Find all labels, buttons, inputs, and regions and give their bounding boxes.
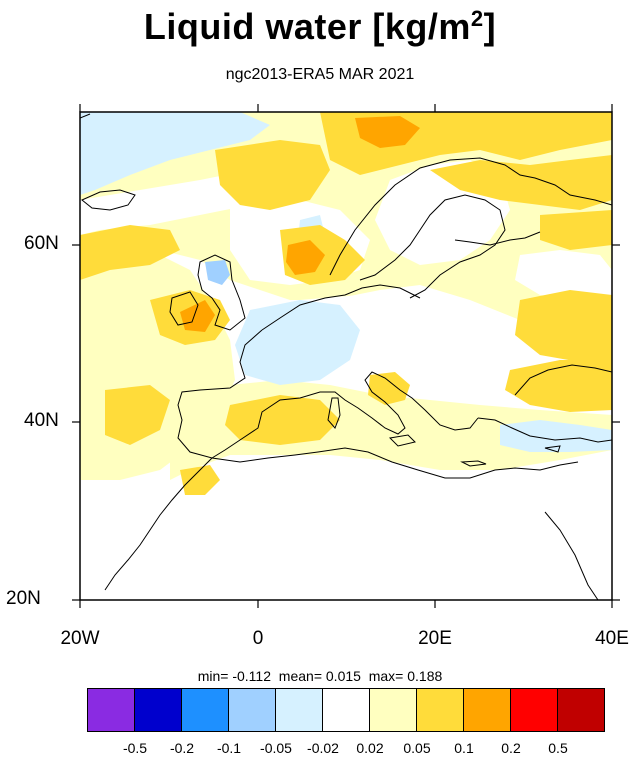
coast-sweden-baltic (359, 194, 506, 299)
coast-continent-west (261, 284, 421, 331)
lat-label-20n: 20N (6, 588, 41, 609)
field-yellow-atlantic-west (80, 225, 180, 280)
lon-label-20e: 20E (418, 628, 452, 649)
lon-label-20w: 20W (60, 628, 100, 649)
coast-sardinia-corsica (327, 397, 341, 429)
field-yellow-barents (430, 155, 612, 210)
coast-crete (460, 460, 487, 467)
coast-sicily (388, 434, 416, 447)
colorbar-box (134, 688, 182, 732)
coast-ireland (169, 291, 199, 326)
coast-west-africa (104, 457, 213, 591)
field-orange-north-sea (286, 240, 325, 275)
colorbar-box (510, 688, 558, 732)
field-blue-light-nw (80, 112, 270, 195)
map-title: Liquid water [kg/m2] (143, 6, 497, 47)
coast-black-sea (514, 364, 612, 396)
colorbar (87, 688, 605, 732)
colorbar-label: -0.1 (216, 740, 242, 756)
colorbar-box (557, 688, 605, 732)
field-orange-arctic (355, 116, 420, 148)
field-yellow-russia (515, 290, 612, 362)
coast-uk (197, 254, 246, 331)
map-frame (79, 111, 613, 601)
colorbar-label: 0.02 (356, 740, 384, 756)
field-yellow-norwegian-sea (215, 140, 330, 210)
lon-label-0: 0 (252, 628, 264, 649)
coast-finland-gulf (454, 231, 541, 246)
colorbar-box (228, 688, 276, 732)
colorbar-label: -0.5 (122, 740, 148, 756)
coast-svalbard (80, 113, 91, 119)
colorbar-label: 0.5 (548, 740, 568, 756)
colorbar-labels: -0.5 -0.2 -0.1 -0.05 -0.02 0.02 0.05 0.1 0.2 0.5 (0, 740, 640, 760)
field-yellow-black-sea (505, 360, 612, 412)
stats-line: min= -0.112 mean= 0.015 max= 0.188 (197, 668, 443, 684)
colorbar-label: 0.05 (403, 740, 431, 756)
lon-label-40e: 40E (595, 628, 629, 649)
field-white-east (515, 250, 612, 300)
field-blue-light-france (235, 300, 360, 385)
colorbar-label: -0.2 (169, 740, 195, 756)
axis-ticks (72, 104, 620, 608)
field-yellow-north-africa (225, 395, 340, 445)
field-yellow-east-russia (540, 210, 612, 250)
map-subtitle: ngc2013-ERA5 MAR 2021 (225, 66, 415, 83)
field-blue-light-turkey (500, 420, 612, 452)
coast-cyprus (544, 445, 561, 453)
colorbar-label: 0.2 (501, 740, 521, 756)
colorbar-label: -0.02 (307, 740, 339, 756)
field-orange-ireland (180, 300, 215, 332)
lat-label-60n: 60N (24, 233, 59, 254)
colorbar-box (87, 688, 135, 732)
colorbar-box (463, 688, 511, 732)
coast-scandinavia (329, 157, 612, 276)
coast-france-iberia (177, 329, 479, 459)
coast-north-africa (211, 447, 579, 479)
colorbar-box (181, 688, 229, 732)
coast-balkans-turkey (477, 417, 612, 443)
colorbar-label: 0.1 (454, 740, 474, 756)
colorbar-box (275, 688, 323, 732)
coast-red-sea (544, 511, 599, 600)
coastlines (80, 113, 612, 600)
field-blue-uk (205, 260, 230, 285)
colorbar-box (369, 688, 417, 732)
coast-iceland (81, 189, 136, 211)
field-yellow-iberia-w (105, 385, 170, 445)
colorbar-box (416, 688, 464, 732)
colorbar-label: -0.05 (260, 740, 292, 756)
field-yellow-atlas (180, 465, 220, 495)
lat-label-40n: 40N (24, 410, 59, 431)
colorbar-box (322, 688, 370, 732)
